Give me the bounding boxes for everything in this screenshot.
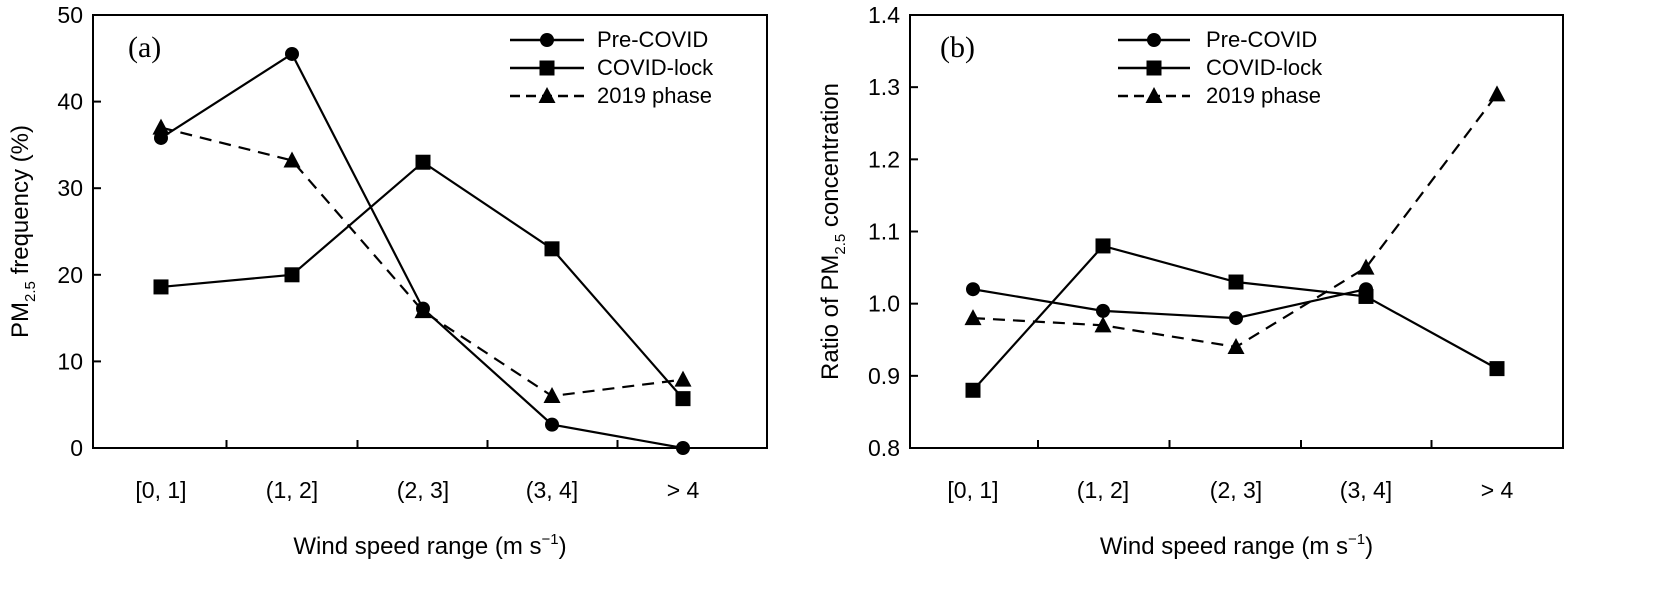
data-point-covid-lock bbox=[284, 267, 300, 283]
x-tick-label: [0, 1] bbox=[947, 477, 998, 503]
y-tick-label: 0 bbox=[70, 435, 83, 461]
legend-label-2019-phase: 2019 phase bbox=[597, 83, 712, 108]
x-tick-label: (3, 4] bbox=[1340, 477, 1392, 503]
data-point-2019-phase bbox=[1357, 258, 1375, 275]
data-point-covid-lock bbox=[1095, 238, 1111, 254]
data-point-2019-phase bbox=[414, 302, 432, 319]
y-axis-title-sub: 2.5 bbox=[832, 234, 849, 255]
y-axis-title: PM2.5 frequency (%) bbox=[7, 125, 39, 338]
y-tick-label: 10 bbox=[57, 348, 83, 374]
y-axis-title-end: concentration bbox=[817, 83, 844, 234]
x-tick-label: (2, 3] bbox=[397, 477, 449, 503]
x-tick-label: [0, 1] bbox=[135, 477, 186, 503]
y-tick-label: 30 bbox=[57, 175, 83, 201]
y-axis-title-sub: 2.5 bbox=[22, 281, 39, 302]
x-tick-label: (2, 3] bbox=[1210, 477, 1262, 503]
x-tick-label: (3, 4] bbox=[526, 477, 578, 503]
x-axis-title-sup: −1 bbox=[1348, 531, 1365, 548]
data-point-2019-phase bbox=[964, 309, 982, 326]
data-point-pre-covid bbox=[545, 417, 559, 432]
data-point-2019-phase bbox=[283, 151, 301, 168]
data-point-pre-covid bbox=[1096, 303, 1110, 318]
legend-marker-covid-lock bbox=[1146, 60, 1162, 76]
data-point-covid-lock bbox=[1228, 274, 1244, 290]
data-point-pre-covid bbox=[285, 46, 299, 61]
data-point-covid-lock bbox=[1489, 361, 1505, 377]
y-tick-label: 20 bbox=[57, 262, 83, 288]
data-point-2019-phase bbox=[1227, 337, 1245, 354]
legend-label-covid-lock: COVID-lock bbox=[597, 55, 714, 80]
y-tick-label: 1.4 bbox=[868, 2, 900, 28]
series-line-2019-phase bbox=[160, 126, 684, 398]
data-point-pre-covid bbox=[1229, 311, 1243, 326]
y-tick-label: 1.2 bbox=[868, 146, 900, 172]
x-axis-title-main: Wind speed range (m s bbox=[293, 533, 541, 560]
panel-b: 0.8 0.9 1.0 1.1 1.2 1.3 1.4 [0, 1] (1, 2] (2, 3] (… bbox=[817, 2, 1564, 560]
y-tick-label: 1.0 bbox=[868, 291, 900, 317]
x-tick-label: (1, 2] bbox=[1077, 477, 1129, 503]
x-tick-label: > 4 bbox=[1481, 477, 1514, 503]
panel-a: 0 10 20 30 40 50 [0, 1] (1, 2] (2, 3] (3, 4] > 4 Wi… bbox=[7, 2, 768, 560]
data-point-pre-covid bbox=[966, 282, 980, 297]
panel-tag: (b) bbox=[940, 31, 975, 64]
legend-marker-pre-covid bbox=[1147, 33, 1161, 47]
data-point-2019-phase bbox=[152, 118, 170, 135]
legend-label-pre-covid: Pre-COVID bbox=[1206, 27, 1317, 52]
legend-label-covid-lock: COVID-lock bbox=[1206, 55, 1323, 80]
y-axis-title-main: Ratio of PM bbox=[817, 255, 844, 380]
series-line-pre-covid bbox=[972, 288, 1367, 320]
data-point-2019-phase bbox=[1488, 85, 1506, 102]
x-axis-title-end: ) bbox=[1365, 533, 1373, 560]
data-point-covid-lock bbox=[415, 154, 431, 170]
x-axis-title-main: Wind speed range (m s bbox=[1100, 533, 1348, 560]
data-point-covid-lock bbox=[965, 382, 981, 398]
data-point-covid-lock bbox=[675, 391, 691, 407]
data-point-covid-lock bbox=[153, 279, 169, 295]
x-tick-label: (1, 2] bbox=[266, 477, 318, 503]
data-point-2019-phase bbox=[543, 387, 561, 404]
y-tick-label: 0.9 bbox=[868, 363, 900, 389]
x-axis-title-sup: −1 bbox=[542, 531, 559, 548]
y-tick-label: 40 bbox=[57, 89, 83, 115]
legend-marker-pre-covid bbox=[540, 33, 554, 47]
y-axis-title: Ratio of PM2.5 concentration bbox=[817, 83, 849, 380]
legend-marker-covid-lock bbox=[539, 60, 555, 76]
y-axis-title-end: frequency (%) bbox=[7, 125, 34, 281]
y-axis-title-main: PM bbox=[7, 302, 34, 338]
y-tick-label: 50 bbox=[57, 2, 83, 28]
data-point-covid-lock bbox=[544, 241, 560, 257]
legend-label-pre-covid: Pre-COVID bbox=[597, 27, 708, 52]
y-tick-label: 1.3 bbox=[868, 74, 900, 100]
data-point-2019-phase bbox=[674, 370, 692, 387]
x-axis-title: Wind speed range (m s−1) bbox=[293, 531, 566, 560]
data-point-pre-covid bbox=[676, 441, 690, 455]
series-line-2019-phase bbox=[972, 93, 1498, 349]
y-tick-label: 1.1 bbox=[868, 219, 900, 245]
data-point-2019-phase bbox=[1094, 316, 1112, 333]
x-tick-label: > 4 bbox=[667, 477, 700, 503]
x-axis-title: Wind speed range (m s−1) bbox=[1100, 531, 1373, 560]
x-axis-title-end: ) bbox=[559, 533, 567, 560]
legend-label-2019-phase: 2019 phase bbox=[1206, 83, 1321, 108]
panel-tag: (a) bbox=[128, 31, 161, 64]
y-tick-label: 0.8 bbox=[868, 435, 900, 461]
legend-marker-2019-phase bbox=[538, 87, 556, 103]
data-point-covid-lock bbox=[1358, 288, 1374, 304]
legend-marker-2019-phase bbox=[1145, 87, 1163, 103]
plot-frame bbox=[92, 14, 768, 449]
series-line-covid-lock bbox=[160, 160, 684, 400]
